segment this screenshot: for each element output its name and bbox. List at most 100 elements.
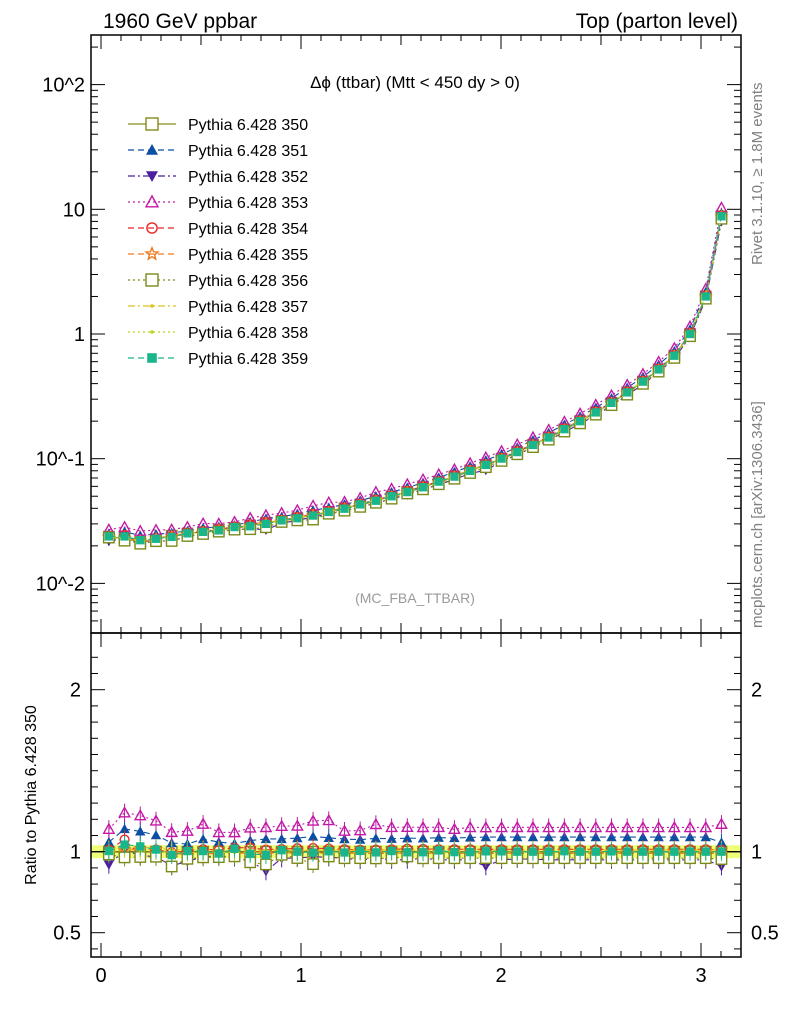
ratio-series-1 — [103, 819, 727, 853]
ratio-point-3-1 — [118, 805, 131, 818]
ratio-point-9-22 — [450, 847, 459, 857]
ratio-point-1-26 — [512, 831, 523, 842]
point-9-13 — [308, 511, 318, 520]
ratio-point-1-12 — [292, 832, 303, 843]
ratio-point-9-1 — [120, 840, 129, 849]
ratio-point-3-38 — [699, 820, 713, 833]
point-9-4 — [167, 532, 176, 542]
ratio-point-9-6 — [198, 846, 208, 856]
ratio-point-9-18 — [387, 846, 396, 856]
ratio-point-9-13 — [308, 848, 318, 857]
ratio-point-3-34 — [636, 820, 650, 833]
y-tick-label: 10^2 — [42, 75, 85, 97]
point-9-30 — [575, 416, 585, 426]
mcplots-side-label: mcplots.cern.ch [arXiv:1306.3436] — [749, 401, 766, 628]
ratio-line-6 — [108, 853, 722, 868]
ratio-point-1-2 — [135, 826, 146, 836]
point-9-8 — [230, 522, 239, 532]
ratio-point-3-7 — [212, 825, 226, 838]
legend-marker — [144, 245, 160, 261]
ratio-point-9-35 — [654, 847, 663, 856]
ratio-point-9-26 — [513, 847, 522, 856]
ratio-point-1-34 — [637, 831, 649, 842]
point-9-31 — [591, 408, 600, 417]
point-9-39 — [717, 212, 726, 221]
ratio-point-1-37 — [684, 831, 696, 842]
ratio-point-3-9 — [243, 821, 257, 833]
point-9-26 — [513, 447, 522, 457]
ratio-point-1-27 — [527, 831, 539, 842]
point-9-7 — [214, 526, 223, 535]
ratio-y-tick-label: 2 — [70, 680, 81, 702]
point-9-32 — [607, 398, 616, 407]
legend-marker — [146, 171, 158, 182]
ratio-point-9-5 — [183, 846, 192, 856]
x-tick-label: 2 — [495, 965, 506, 987]
legend: Pythia 6.428 350 Pythia 6.428 351 Pythia 6… — [128, 117, 308, 368]
ratio-panel: 0.5 0.5 1 1 2 2 0 1 2 3 Ratio to Pythia 6.428 350 — [23, 632, 779, 987]
ratio-point-3-22 — [448, 822, 461, 835]
ratio-point-2-0 — [103, 860, 115, 870]
analysis-watermark: (MC_FBA_TTBAR) — [355, 590, 475, 606]
ratio-point-1-28 — [543, 831, 554, 842]
point-9-28 — [544, 433, 553, 442]
ratio-y-tick-label: 0.5 — [53, 923, 81, 945]
chart-title: Δϕ (ttbar) (Mtt < 450 dy > 0) — [310, 73, 520, 92]
ratio-point-3-4 — [165, 825, 179, 838]
ratio-plot-frame — [90, 632, 742, 958]
ratio-point-3-15 — [338, 824, 351, 836]
legend-entry-9: Pythia 6.428 359 — [128, 351, 308, 368]
ratio-point-3-35 — [652, 820, 666, 833]
ratio-point-1-13 — [307, 831, 319, 841]
legend-marker — [147, 353, 157, 363]
legend-entry-8: Pythia 6.428 358 — [128, 325, 308, 342]
ratio-point-3-2 — [133, 808, 147, 821]
x-tick-label: 3 — [695, 965, 706, 987]
rivet-side-label: Rivet 3.1.10, ≥ 1.8M events — [749, 83, 766, 266]
ratio-point-1-31 — [590, 831, 601, 842]
point-9-11 — [277, 516, 286, 525]
ratio-point-3-11 — [275, 819, 289, 832]
ratio-point-9-17 — [371, 848, 381, 857]
ratio-point-9-19 — [403, 848, 412, 857]
ratio-point-1-24 — [480, 831, 492, 842]
ratio-point-3-28 — [542, 820, 556, 833]
legend-label: Pythia 6.428 353 — [188, 195, 308, 212]
point-9-35 — [654, 365, 663, 374]
point-9-3 — [151, 534, 161, 543]
ratio-point-9-9 — [246, 849, 255, 859]
point-9-2 — [136, 536, 145, 545]
x-tick-label: 0 — [95, 965, 106, 987]
ratio-point-3-6 — [196, 817, 210, 829]
point-9-29 — [560, 425, 569, 434]
point-9-21 — [434, 477, 443, 486]
ratio-point-3-39 — [715, 817, 728, 829]
series-line-8 — [108, 216, 723, 543]
ratio-point-9-36 — [670, 847, 679, 856]
ratio-point-3-18 — [385, 820, 398, 833]
ratio-point-1-23 — [464, 832, 476, 842]
ratio-point-1-36 — [669, 831, 680, 842]
point-9-15 — [340, 504, 349, 513]
legend-marker — [145, 117, 159, 131]
header-right: Top (parton level) — [576, 10, 738, 33]
ratio-point-1-6 — [197, 833, 209, 844]
ratio-point-9-28 — [544, 847, 553, 856]
ratio-point-3-36 — [667, 820, 681, 833]
legend-entry-0: Pythia 6.428 350 — [128, 117, 308, 134]
ratio-point-9-31 — [591, 847, 600, 856]
legend-marker — [144, 194, 160, 208]
ratio-point-3-32 — [605, 820, 618, 833]
ratio-point-3-10 — [259, 820, 273, 833]
series-line-1 — [108, 213, 723, 537]
ratio-point-3-33 — [620, 820, 634, 833]
point-9-5 — [183, 529, 192, 538]
ratio-point-9-10 — [261, 850, 271, 860]
ratio-point-9-20 — [418, 848, 428, 857]
series-line-4 — [108, 215, 723, 544]
ratio-point-1-38 — [700, 831, 711, 842]
ratio-point-9-21 — [434, 846, 443, 855]
ratio-point-1-19 — [402, 833, 413, 843]
ratio-point-3-37 — [683, 820, 697, 833]
